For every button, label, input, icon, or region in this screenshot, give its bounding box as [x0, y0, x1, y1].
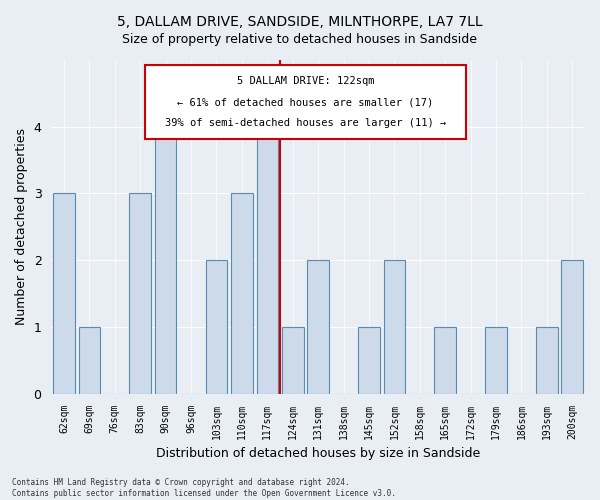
Bar	[358, 327, 380, 394]
Bar	[383, 260, 405, 394]
Text: 5 DALLAM DRIVE: 122sqm: 5 DALLAM DRIVE: 122sqm	[236, 76, 374, 86]
Bar	[485, 327, 507, 394]
Bar	[562, 260, 583, 394]
Bar	[307, 260, 329, 394]
FancyBboxPatch shape	[145, 66, 466, 139]
Bar	[282, 327, 304, 394]
Bar	[53, 194, 75, 394]
Bar	[155, 126, 176, 394]
Bar	[536, 327, 557, 394]
Bar	[231, 194, 253, 394]
Text: 39% of semi-detached houses are larger (11) →: 39% of semi-detached houses are larger (…	[165, 118, 446, 128]
Text: Contains HM Land Registry data © Crown copyright and database right 2024.
Contai: Contains HM Land Registry data © Crown c…	[12, 478, 396, 498]
Bar	[434, 327, 456, 394]
Text: ← 61% of detached houses are smaller (17): ← 61% of detached houses are smaller (17…	[178, 97, 434, 107]
Bar	[257, 126, 278, 394]
Bar	[130, 194, 151, 394]
Bar	[79, 327, 100, 394]
X-axis label: Distribution of detached houses by size in Sandside: Distribution of detached houses by size …	[156, 447, 480, 460]
Text: 5, DALLAM DRIVE, SANDSIDE, MILNTHORPE, LA7 7LL: 5, DALLAM DRIVE, SANDSIDE, MILNTHORPE, L…	[117, 15, 483, 29]
Y-axis label: Number of detached properties: Number of detached properties	[15, 128, 28, 326]
Bar	[206, 260, 227, 394]
Text: Size of property relative to detached houses in Sandside: Size of property relative to detached ho…	[122, 32, 478, 46]
